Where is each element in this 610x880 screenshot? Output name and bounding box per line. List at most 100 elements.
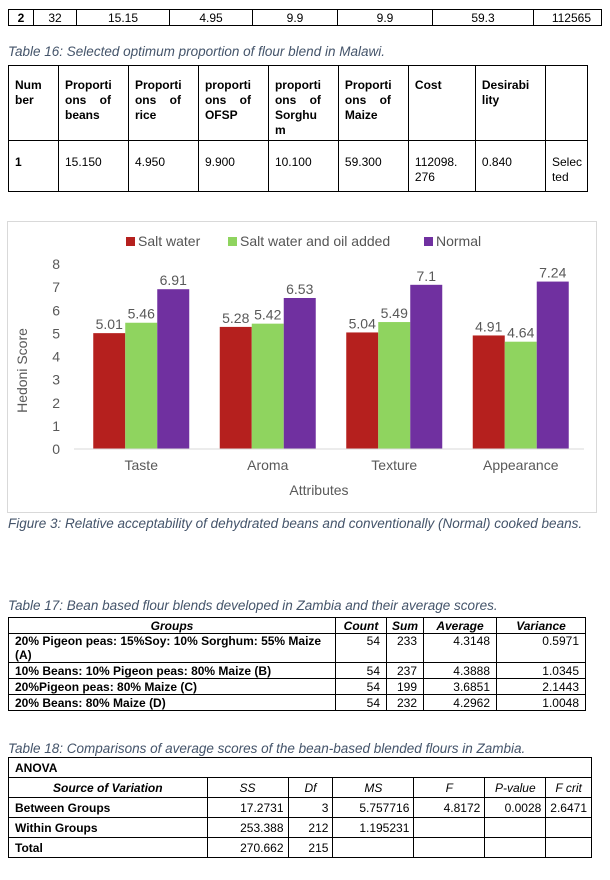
bar-1	[93, 333, 126, 449]
table-cell: 54	[335, 633, 387, 663]
table-cell: 9.9	[252, 9, 338, 26]
legend-swatch	[424, 237, 433, 246]
data-label: 5.28	[222, 310, 249, 326]
legend-label: Salt water and oil added	[240, 233, 390, 249]
x-tick-label: Aroma	[247, 457, 288, 473]
bar-2	[125, 322, 158, 449]
table-cell: 4.950	[127, 140, 199, 192]
y-tick-label: 1	[52, 418, 60, 434]
bar-1	[472, 335, 505, 449]
table-cell	[332, 837, 415, 858]
table-cell: 10.100	[267, 140, 339, 192]
table-cell: 32	[33, 9, 77, 26]
table-cell: 112098. 276	[407, 140, 476, 192]
y-tick-label: 7	[52, 279, 60, 295]
table-row: 2 32 15.15 4.95 9.9 9.9 59.3 112565	[8, 9, 602, 26]
x-axis: Taste Aroma Texture Appearance Attributes	[74, 448, 584, 498]
table-cell: 20% Beans: 80% Maize (D)	[8, 694, 336, 711]
bar-3	[536, 281, 569, 449]
legend-label: Normal	[436, 233, 481, 249]
table-row: 20% Pigeon peas: 15%Soy: 10% Sorghum: 55…	[8, 633, 586, 663]
header-cell: F	[413, 777, 486, 798]
x-tick-label: Taste	[125, 457, 159, 473]
anova-title: ANOVA	[8, 757, 592, 778]
table-cell: 270.662	[206, 837, 289, 858]
table-cell: 233	[386, 633, 424, 663]
table-cell: 237	[386, 662, 424, 679]
table-cell: 59.300	[337, 140, 409, 192]
legend-label: Salt water	[138, 233, 201, 249]
x-axis-label: Attributes	[289, 482, 348, 498]
y-axis: 0 1 2 3 4 5 6 7 8 Hedoni Score	[14, 256, 60, 457]
header-cell: Cost	[407, 65, 476, 141]
table-cell: 4.2962	[423, 694, 497, 711]
header-cell: Source of Variation	[8, 777, 208, 798]
table-cell: 0.0028	[484, 797, 547, 818]
legend-swatch	[228, 237, 237, 246]
data-label: 5.04	[349, 315, 376, 331]
chart-svg: Salt water Salt water and oil added Normal…	[14, 233, 584, 498]
table17: Groups Count Sum Average Variance 20% Pi…	[8, 617, 586, 711]
table-cell: 15.15	[76, 9, 170, 26]
y-axis-label: Hedoni Score	[14, 328, 30, 413]
table-header-row: Groups Count Sum Average Variance	[8, 617, 586, 634]
x-tick-label: Appearance	[483, 457, 559, 473]
table-cell: 1.0345	[496, 662, 586, 679]
header-cell: P-value	[484, 777, 547, 798]
data-label: 7.1	[417, 268, 437, 284]
table-cell: 1	[8, 140, 59, 192]
header-cell: Average	[423, 617, 497, 634]
table-row: Total 270.662 215	[8, 837, 592, 858]
y-tick-label: 8	[52, 256, 60, 272]
data-label: 7.24	[539, 265, 566, 281]
table-cell: Total	[8, 837, 208, 858]
bar-3	[157, 289, 190, 449]
bar-2	[378, 322, 411, 449]
table-cell	[484, 837, 547, 858]
y-tick-label: 5	[52, 325, 60, 341]
table-cell: 20% Pigeon peas: 15%Soy: 10% Sorghum: 55…	[8, 633, 336, 663]
bar-1	[219, 326, 252, 449]
header-cell: Groups	[8, 617, 336, 634]
table-cell: 54	[335, 678, 387, 695]
data-label: 5.01	[96, 316, 123, 332]
header-cell: proporti ons of OFSP	[197, 65, 269, 141]
table-row: 20% Beans: 80% Maize (D) 54 232 4.2962 1…	[8, 694, 586, 711]
y-tick-label: 0	[52, 441, 60, 457]
table-cell: 3.6851	[423, 678, 497, 695]
y-tick-label: 2	[52, 395, 60, 411]
table-cell: 59.3	[432, 9, 534, 26]
table17-caption: Table 17: Bean based flour blends develo…	[8, 598, 498, 613]
table-cell	[484, 817, 547, 838]
header-cell: Proporti ons of rice	[127, 65, 199, 141]
header-cell: MS	[332, 777, 415, 798]
table-cell: 0.5971	[496, 633, 586, 663]
table-cell: Selec ted	[544, 140, 589, 192]
table-cell: 2	[8, 9, 34, 26]
header-cell: Proporti ons of beans	[57, 65, 129, 141]
table-cell: 4.3888	[423, 662, 497, 679]
table-cell: Within Groups	[8, 817, 208, 838]
table-cell: 9.900	[197, 140, 269, 192]
figure-caption: Figure 3: Relative acceptability of dehy…	[8, 516, 583, 531]
header-cell: Count	[335, 617, 387, 634]
y-tick-label: 3	[52, 372, 60, 388]
table-cell: 54	[335, 662, 387, 679]
header-cell: SS	[206, 777, 289, 798]
data-label: 6.91	[160, 272, 187, 288]
table18-caption: Table 18: Comparisons of average scores …	[8, 741, 526, 756]
table-header-row: Num ber Proporti ons of beans Proporti ons o…	[8, 65, 589, 141]
table-cell	[413, 837, 486, 858]
table-cell: 2.1443	[496, 678, 586, 695]
table-cell: 9.9	[337, 9, 433, 26]
header-cell	[544, 65, 589, 141]
table-cell: 253.388	[206, 817, 289, 838]
table16: Num ber Proporti ons of beans Proporti ons o…	[8, 65, 589, 192]
table18: ANOVA Source of Variation SS Df MS F P-v…	[8, 757, 592, 858]
table-cell: 54	[335, 694, 387, 711]
bar-3	[283, 297, 316, 449]
table-cell	[413, 817, 486, 838]
table-header-row: Source of Variation SS Df MS F P-value F…	[8, 777, 592, 798]
header-cell: Desirabi lity	[474, 65, 546, 141]
bar-chart: Salt water Salt water and oil added Normal…	[7, 221, 597, 513]
